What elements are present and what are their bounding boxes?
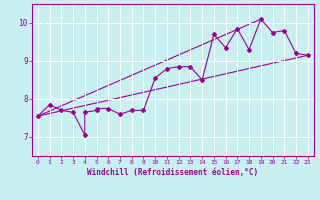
X-axis label: Windchill (Refroidissement éolien,°C): Windchill (Refroidissement éolien,°C) [87, 168, 258, 177]
